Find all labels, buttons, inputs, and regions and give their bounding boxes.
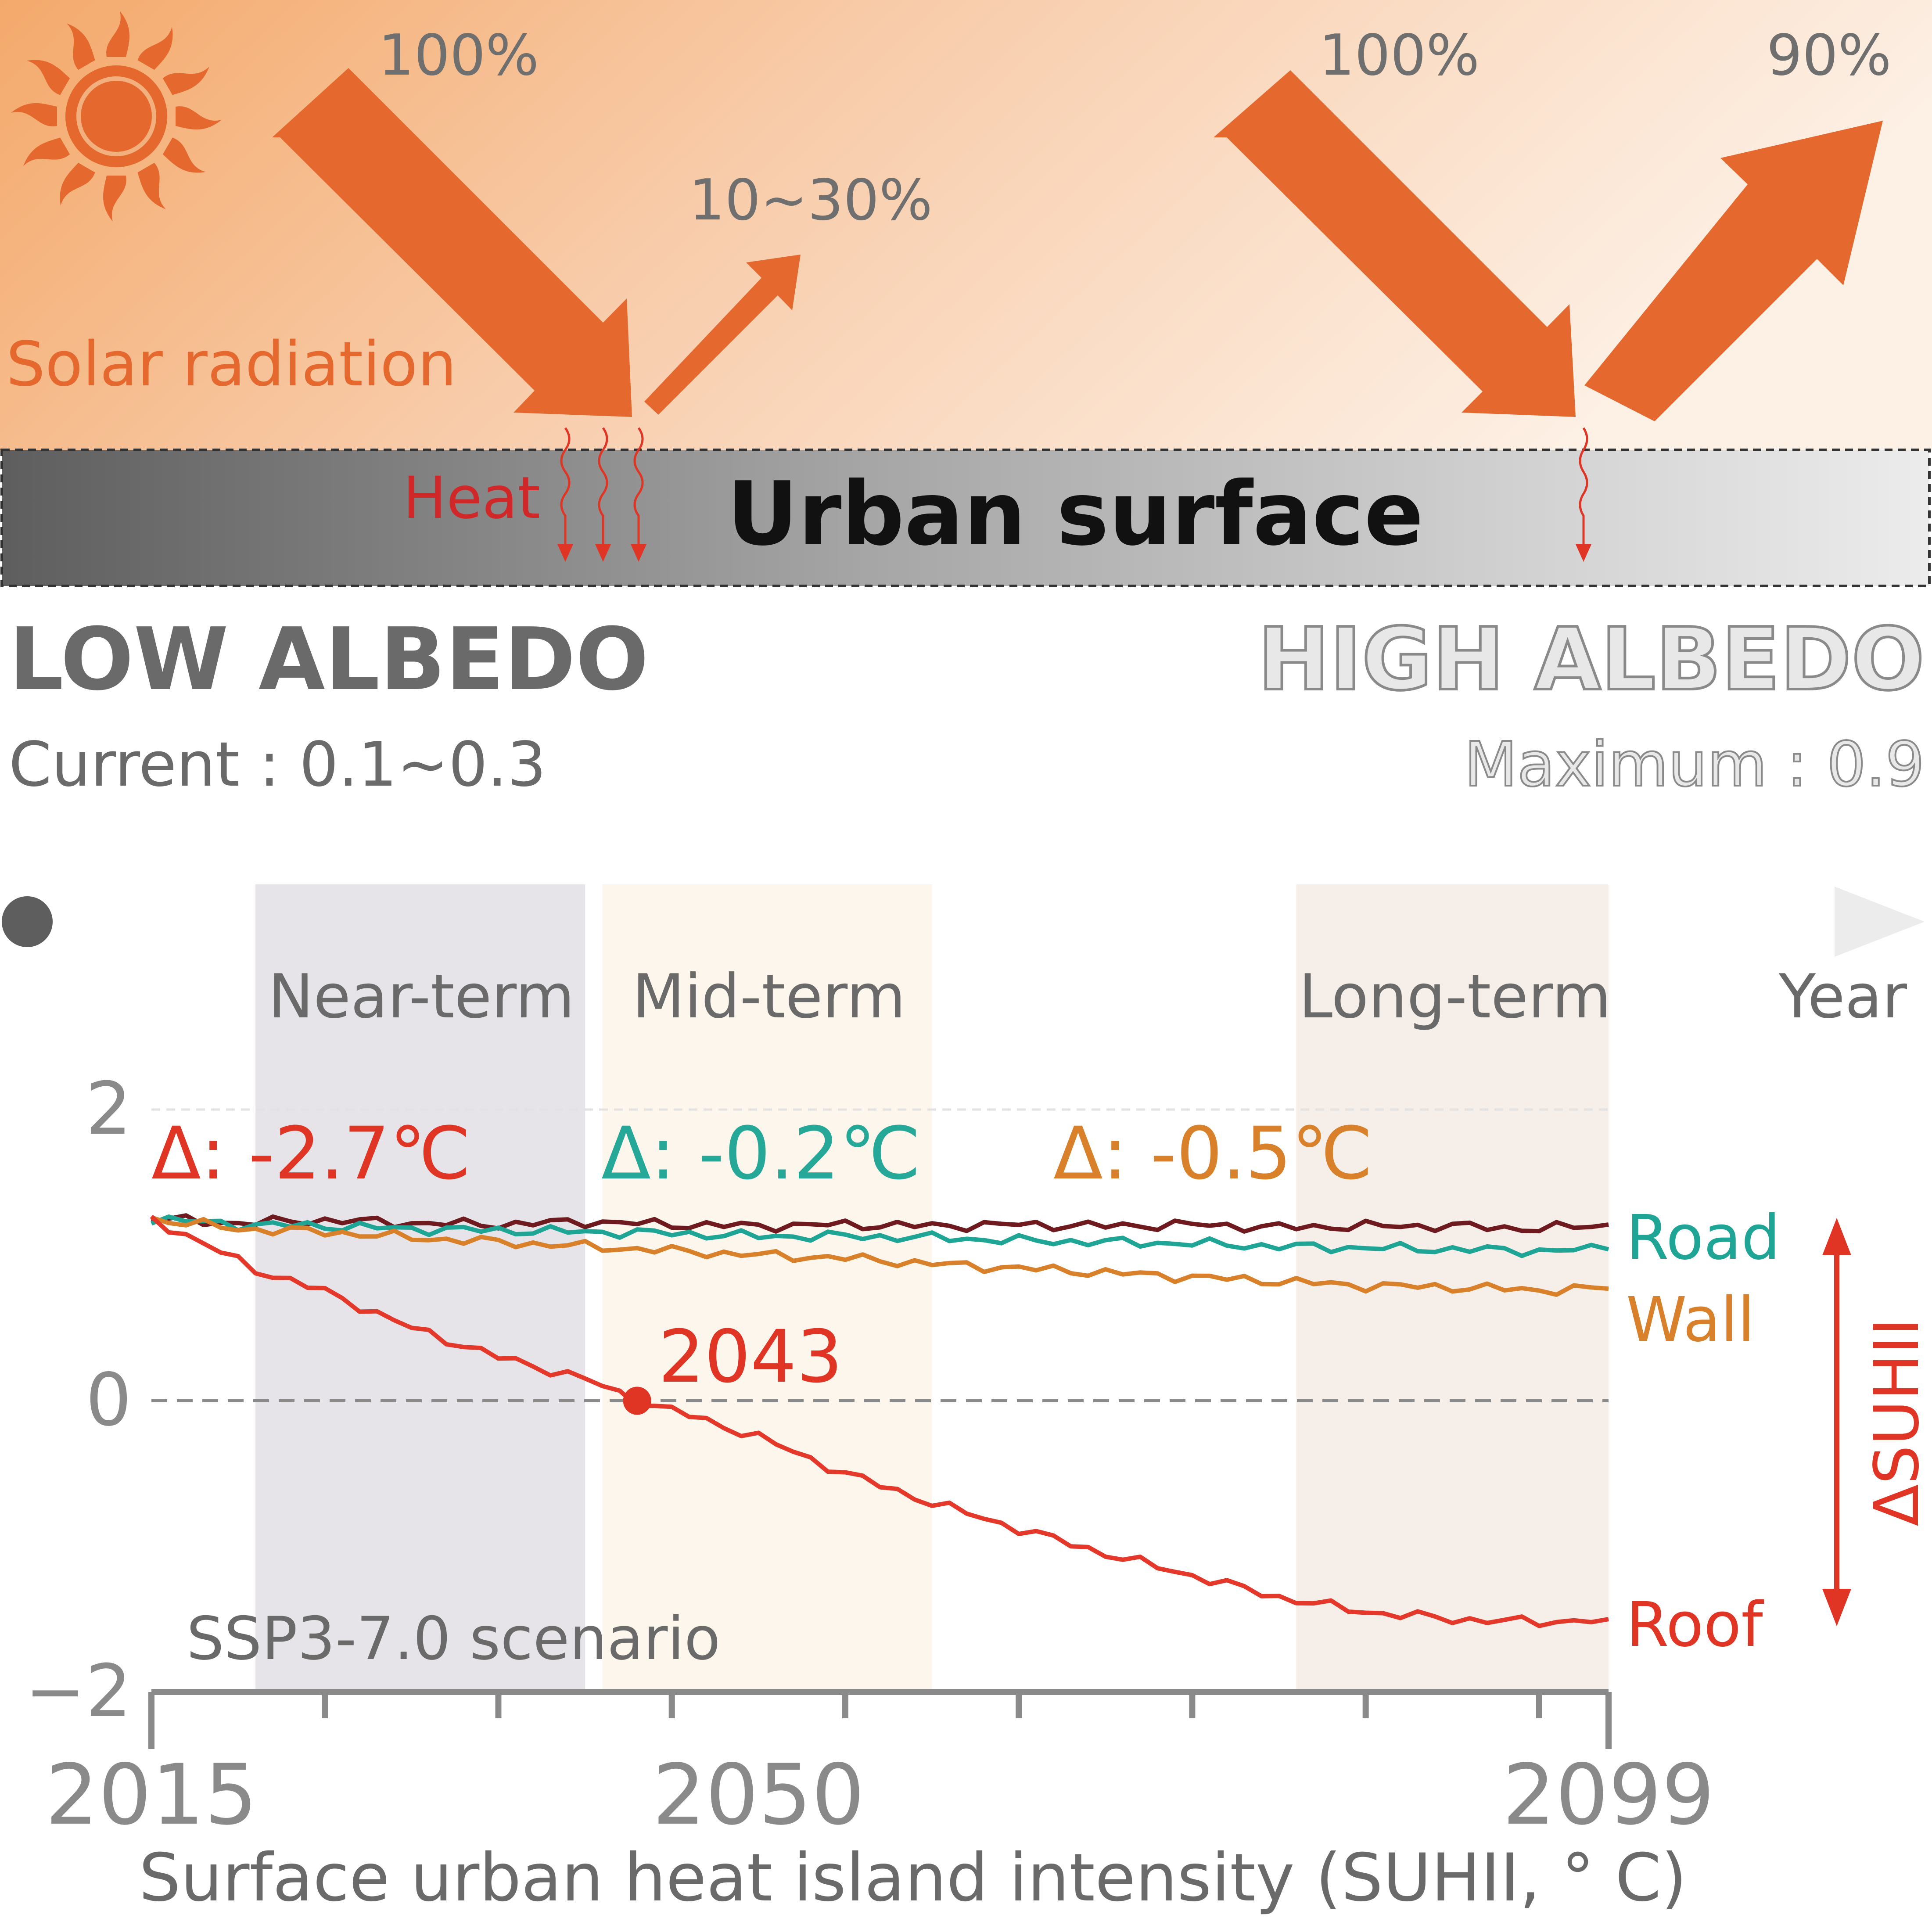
period-label-near: Near-term xyxy=(268,961,575,1032)
crossing-point-marker xyxy=(623,1386,651,1415)
timeline-arrowhead xyxy=(1835,887,1925,957)
sun-ray xyxy=(23,137,70,166)
high-albedo-title: HIGH ALBEDO xyxy=(1258,610,1925,710)
sun-ray xyxy=(27,60,70,95)
period-band-1 xyxy=(602,884,932,1692)
delta-roof-label: Δ: -2.7℃ xyxy=(151,1111,471,1196)
suhii-chart: 2 0 −2 2015 2050 2099 xyxy=(25,1067,1715,1843)
low-incoming-percent: 100% xyxy=(378,23,539,88)
sun-ray xyxy=(103,176,126,222)
urban-surface-label: Urban surface xyxy=(727,463,1423,565)
delta-suhii-arrow xyxy=(1822,1218,1851,1626)
period-shading xyxy=(255,884,1609,1692)
sun-ray xyxy=(66,23,95,70)
x-tick-label: 2050 xyxy=(653,1746,865,1843)
sun-ray xyxy=(60,162,95,206)
low-albedo-title: LOW ALBEDO xyxy=(9,610,649,710)
urban-surface-band xyxy=(0,449,1931,587)
high-incoming-percent: 100% xyxy=(1319,23,1480,88)
x-tick-label: 2099 xyxy=(1502,1746,1715,1843)
road-series-label: Road xyxy=(1626,1202,1780,1274)
y-tick-label: 0 xyxy=(86,1358,132,1442)
heat-label: Heat xyxy=(403,464,540,532)
y-tick-label: 2 xyxy=(86,1067,132,1151)
high-reflected-arrow xyxy=(1584,121,1883,421)
scenario-label: SSP3-7.0 scenario xyxy=(187,1604,721,1673)
low-albedo-current: Current : 0.1~0.3 xyxy=(9,729,546,801)
low-incoming-arrow xyxy=(272,68,632,417)
series-line-roof xyxy=(150,1214,1609,1628)
delta-road-label: Δ: -0.2℃ xyxy=(601,1111,921,1196)
sun-ray xyxy=(137,162,166,209)
sun-ray xyxy=(176,106,222,130)
series-line-road xyxy=(151,1214,1609,1258)
sun-ray xyxy=(162,66,209,95)
sun-ray xyxy=(106,11,130,57)
x-axis-title: Surface urban heat island intensity (SUH… xyxy=(139,1840,1687,1916)
timeline-start-dot xyxy=(2,896,53,947)
wall-series-label: Wall xyxy=(1626,1284,1755,1356)
y-tick-label: −2 xyxy=(25,1649,132,1733)
period-label-mid: Mid-term xyxy=(632,961,906,1032)
year-label: Year xyxy=(1778,961,1907,1032)
sun-ray xyxy=(162,137,206,173)
sun-ray xyxy=(137,27,173,70)
high-reflected-percent: 90% xyxy=(1767,23,1892,88)
high-incoming-arrow xyxy=(1214,70,1576,417)
low-reflected-percent: 10~30% xyxy=(689,168,933,233)
high-albedo-maximum: Maximum : 0.9 xyxy=(1464,729,1925,801)
delta-suhii-ylabel: ΔSUHII xyxy=(1861,1318,1932,1526)
sun-icon xyxy=(11,11,222,222)
low-reflected-arrow xyxy=(644,255,801,415)
heat-arrows xyxy=(560,427,1588,544)
delta-wall-label: Δ: -0.5℃ xyxy=(1053,1111,1373,1196)
crossing-year-label: 2043 xyxy=(658,1315,843,1399)
sun-ray xyxy=(11,103,57,126)
period-label-long: Long-term xyxy=(1299,961,1611,1032)
x-tick-label: 2015 xyxy=(45,1746,258,1843)
series-line-wall xyxy=(151,1215,1609,1297)
roof-series-label: Roof xyxy=(1626,1589,1764,1661)
solar-radiation-label: Solar radiation xyxy=(6,329,456,400)
period-band-2 xyxy=(1296,884,1609,1692)
heat-arrowheads xyxy=(557,544,1591,562)
